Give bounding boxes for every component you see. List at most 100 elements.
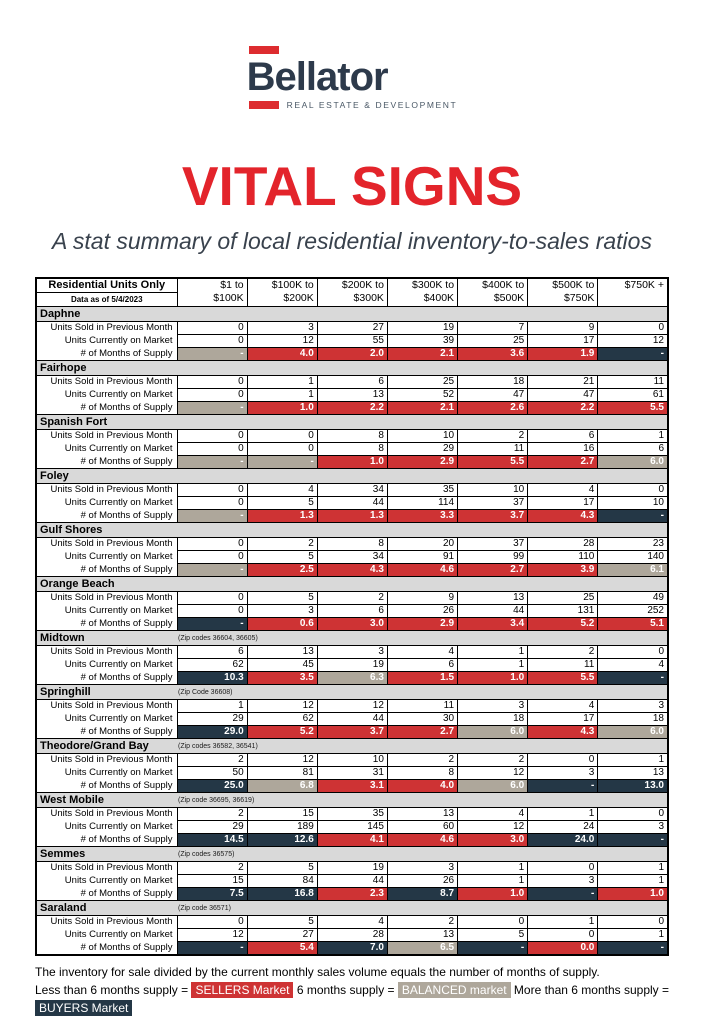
units-sold-cell: 21 [527,375,599,389]
city-name: Gulf Shores [40,524,103,536]
city-band-gulf-shores: Gulf Shores [36,522,668,538]
units-sold-cell: 5 [246,591,318,605]
months-supply-cell: 5.5 [527,671,599,685]
saraland-market-row: Units Currently on Market 12 27 28 13 5 0 1 [36,928,669,942]
units-market-cell: 0 [176,388,248,402]
units-sold-cell: 35 [316,807,388,821]
row-label: Units Sold in Previous Month [50,376,173,388]
months-supply-cell: - [176,509,248,523]
fairhope-supply-row: # of Months of Supply -1.0 2.2 2.1 2.6 2.2 5.5 [36,401,669,415]
units-market-cell: 6 [386,658,459,672]
city-band-inner: Semmes (Zip codes 36575) [37,848,667,861]
inventory-table: Residential Units Only Data as of 5/4/202… [35,277,669,956]
price-col-line2: $100K [213,292,244,304]
brand-name: Bellator [246,55,389,99]
city-zip-codes: (Zip codes 36582, 36541) [178,742,258,750]
units-sold-cell: 0 [597,321,669,335]
row-label: Units Sold in Previous Month [50,322,173,334]
units-market-cell: 4 [597,658,669,672]
units-sold-cell: 0 [176,375,248,389]
months-supply-cell: 2.0 [316,347,388,361]
city-band-cell: Springhill (Zip Code 36608) [36,684,668,700]
page-subtitle: A stat summary of local residential inve… [52,228,652,254]
city-band-cell: Midtown (Zip codes 36604, 36605) [36,630,668,646]
months-supply-cell: - [597,347,669,361]
units-sold-cell: 4 [457,807,529,821]
row-label: # of Months of Supply [80,779,173,791]
units-sold-cell: 0 [597,483,669,497]
units-sold-cell: 12 [246,753,318,767]
units-sold-cell: 37 [457,537,529,551]
row-label: Units Currently on Market [64,551,173,562]
city-band-inner: Springhill (Zip Code 36608) [37,686,667,699]
units-market-cell: 11 [527,658,599,672]
city-band-inner: West Mobile (Zip code 36695, 36619) [37,794,667,807]
months-supply-cell: - [597,671,669,685]
months-supply-cell: 1.5 [386,671,459,685]
row-label: Units Currently on Market [64,443,173,454]
months-supply-cell: 6.8 [246,779,318,793]
months-supply-cell: 12.6 [246,833,318,847]
row-label: # of Months of Supply [80,455,173,467]
units-market-cell: 0 [246,442,318,456]
price-col-line1: $200K to [341,279,384,291]
units-market-cell: 31 [316,766,388,780]
city-band-west-mobile: West Mobile (Zip code 36695, 36619) [36,792,668,808]
units-market-cell: 26 [386,874,459,888]
city-band-cell: Daphne [36,306,668,322]
units-market-cell: 50 [176,766,248,780]
city-name: Fairhope [40,362,87,374]
months-supply-cell: 1.0 [457,887,529,901]
row-label: # of Months of Supply [80,671,173,683]
units-market-cell: 99 [457,550,529,564]
units-market-cell: 12 [246,334,318,348]
units-market-cell: 81 [246,766,318,780]
months-supply-cell: 5.5 [457,455,529,469]
units-sold-cell: 23 [597,537,669,551]
units-market-cell: 5 [246,550,318,564]
units-market-cell: 60 [386,820,459,834]
units-market-cell: 39 [386,334,459,348]
units-market-cell: 17 [527,334,599,348]
city-name: Orange Beach [40,578,115,590]
city-band-cell: Saraland (Zip code 36571) [36,900,668,916]
sellers-market-chip: SELLERS Market [191,982,294,998]
months-supply-cell: 4.3 [316,563,388,577]
city-band-inner: Gulf Shores [37,524,667,537]
row-label: # of Months of Supply [80,833,173,845]
units-sold-cell: 9 [527,321,599,335]
gulf-shores-sold-row: Units Sold in Previous Month 0 2 8 20 37 28 23 [36,537,669,551]
units-market-cell: 29 [176,712,248,726]
units-sold-cell: 3 [246,321,318,335]
units-market-cell: 44 [316,496,388,510]
legend-seg2: 6 months supply = [293,983,398,997]
months-supply-cell: - [246,455,318,469]
foley-market-row: Units Currently on Market 0 5 44 114 37 17 10 [36,496,669,510]
units-sold-cell: 2 [176,753,248,767]
row-label: Units Currently on Market [64,929,173,940]
units-sold-cell: 10 [316,753,388,767]
units-market-cell: 12 [457,820,529,834]
row-label: Units Currently on Market [64,605,173,616]
saraland-supply-row: # of Months of Supply -5.4 7.0 6.5-0.0- [36,941,669,956]
city-name: Saraland [40,902,87,914]
units-market-cell: 8 [316,442,388,456]
months-supply-cell: 16.8 [246,887,318,901]
months-supply-cell: 29.0 [176,725,248,739]
months-supply-cell: - [597,833,669,847]
months-supply-cell: 5.2 [246,725,318,739]
months-supply-cell: 1.9 [527,347,599,361]
row-label: # of Months of Supply [80,401,173,413]
months-supply-cell: 2.7 [527,455,599,469]
balanced-market-chip: BALANCED market [397,982,511,998]
units-sold-cell: 25 [386,375,459,389]
price-col-line1: $400K to [482,279,525,291]
logo-red-bar-bottom-icon [248,101,279,109]
city-zip-codes: (Zip Code 36608) [178,688,233,696]
units-market-cell: 44 [316,874,388,888]
spanish-fort-sold-row: Units Sold in Previous Month 0 0 8 10 2 6 1 [36,429,669,443]
price-col-header-4: $300K to $400K [386,278,458,307]
units-market-cell: 37 [457,496,529,510]
city-band-cell: Spanish Fort [36,414,668,430]
city-name: Springhill [40,686,91,698]
